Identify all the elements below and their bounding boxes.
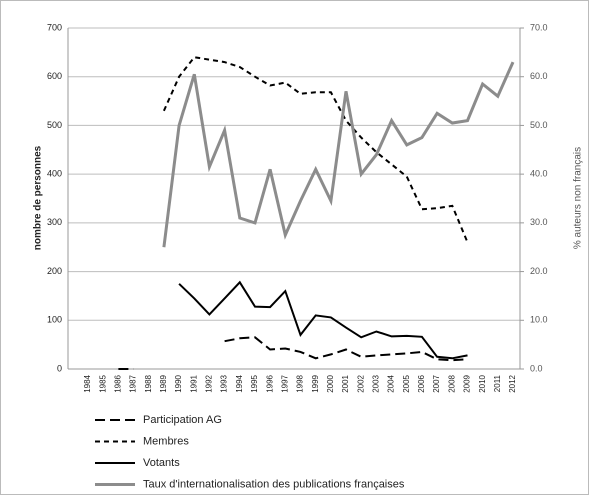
y2-tick-label: 40.0	[530, 169, 548, 179]
legend-label: Votants	[143, 457, 180, 469]
x-tick-label: 1991	[189, 374, 198, 392]
y-tick-label: 600	[47, 71, 62, 81]
x-tick-label: 1986	[113, 374, 122, 392]
y-tick-label: 400	[47, 169, 62, 179]
series-line	[162, 56, 469, 243]
series-line	[118, 336, 468, 370]
x-tick-label: 1994	[235, 374, 244, 392]
series-line	[178, 280, 468, 360]
x-tick-label: 2005	[402, 374, 411, 392]
y2-tick-label: 10.0	[530, 315, 548, 325]
x-tick-label: 1998	[296, 374, 305, 392]
x-tick-label: 2006	[417, 374, 426, 392]
y2-axis-title: % auteurs non français	[573, 147, 584, 249]
x-tick-label: 1988	[144, 374, 153, 392]
x-tick-label: 2009	[463, 374, 472, 392]
x-tick-label: 1985	[98, 374, 107, 392]
x-tick-label: 2000	[326, 374, 335, 392]
legend-label: Taux d'internationalisation des publicat…	[143, 478, 405, 490]
x-tick-label: 1997	[280, 374, 289, 392]
x-tick-label: 1993	[220, 374, 229, 392]
x-tick-label: 1996	[265, 374, 274, 392]
y-tick-label: 500	[47, 120, 62, 130]
y-tick-label: 100	[47, 315, 62, 325]
y-tick-label: 0	[57, 363, 62, 373]
x-tick-label: 2001	[341, 374, 350, 392]
y2-tick-label: 0.0	[530, 363, 543, 373]
y-tick-label: 300	[47, 217, 62, 227]
y2-tick-label: 20.0	[530, 266, 548, 276]
y-tick-label: 700	[47, 22, 62, 32]
x-tick-label: 1984	[83, 374, 92, 392]
x-tick-label: 2007	[432, 374, 441, 392]
x-tick-label: 1990	[174, 374, 183, 392]
x-tick-label: 2004	[387, 374, 396, 392]
x-tick-label: 2011	[493, 374, 502, 392]
legend-label: Membres	[143, 435, 189, 447]
y2-tick-label: 70.0	[530, 22, 548, 32]
y-tick-label: 200	[47, 266, 62, 276]
y-axis-title: nombre de personnes	[33, 145, 44, 250]
x-tick-label: 2002	[356, 374, 365, 392]
x-tick-label: 2010	[478, 374, 487, 392]
x-tick-label: 2003	[372, 374, 381, 392]
x-tick-label: 1999	[311, 374, 320, 392]
legend-label: Participation AG	[143, 414, 222, 426]
x-tick-label: 1989	[159, 374, 168, 392]
y2-tick-label: 50.0	[530, 120, 548, 130]
y2-tick-label: 60.0	[530, 71, 548, 81]
y2-tick-label: 30.0	[530, 217, 548, 227]
x-tick-label: 1987	[129, 374, 138, 392]
series-line	[162, 61, 515, 248]
x-tick-label: 2012	[508, 374, 517, 392]
x-tick-label: 1992	[205, 374, 214, 392]
x-tick-label: 1995	[250, 374, 259, 392]
x-tick-label: 2008	[447, 374, 456, 392]
